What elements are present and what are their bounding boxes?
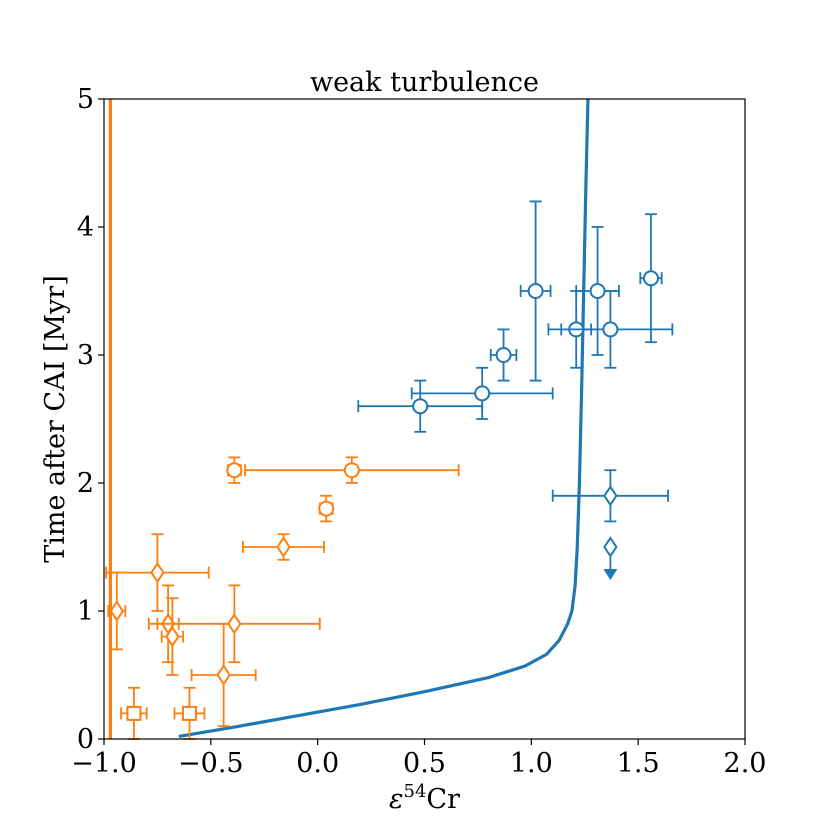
orange-squares-point bbox=[120, 686, 148, 740]
square-marker bbox=[126, 705, 142, 721]
circle-marker bbox=[642, 270, 659, 287]
y-axis-ticks: 0 1 2 3 4 5 bbox=[77, 84, 104, 755]
x-tick-label: 0.0 bbox=[296, 748, 339, 779]
blue-model-curve bbox=[178, 99, 590, 739]
diamond-marker bbox=[603, 484, 618, 507]
orange-circles-point bbox=[244, 456, 460, 484]
upper-limit-arrow bbox=[603, 569, 618, 580]
y-tick-label: 2 bbox=[77, 468, 94, 499]
diamond-marker bbox=[227, 612, 242, 635]
x-tick-label: 1.0 bbox=[510, 748, 553, 779]
circle-marker bbox=[474, 385, 491, 402]
x-tick-label: 0.5 bbox=[403, 748, 446, 779]
circle-marker bbox=[589, 283, 606, 299]
circle-marker bbox=[495, 347, 512, 363]
blue-circles-point bbox=[547, 290, 674, 369]
orange-diamonds-point bbox=[190, 622, 257, 728]
diamond-marker bbox=[276, 536, 291, 558]
orange-diamonds-point bbox=[160, 597, 184, 676]
x-axis-ticks: −1.0 −0.5 0.0 0.5 1.0 1.5 2.0 bbox=[71, 739, 766, 779]
orange-circles-point bbox=[226, 456, 243, 484]
x-tick-label: 1.5 bbox=[617, 748, 660, 779]
blue-circles-point bbox=[410, 366, 554, 420]
orange-diamonds-point bbox=[241, 533, 325, 561]
x-axis-label: ε54Cr bbox=[389, 781, 460, 815]
orange-diamonds-point bbox=[105, 533, 210, 612]
blue-diamonds-point bbox=[551, 469, 669, 523]
x-tick-label: −1.0 bbox=[71, 748, 137, 779]
plot-content bbox=[108, 99, 590, 739]
x-tick-label: 2.0 bbox=[724, 748, 767, 779]
diamond-marker bbox=[165, 625, 180, 648]
blue-circles-point bbox=[489, 328, 518, 382]
circle-marker bbox=[527, 283, 544, 299]
circle-marker bbox=[412, 398, 429, 415]
blue-diamonds-point bbox=[603, 536, 618, 580]
orange-squares-point bbox=[173, 686, 206, 740]
square-marker bbox=[181, 705, 197, 721]
diamond-marker bbox=[216, 664, 231, 686]
blue-circles-point bbox=[519, 200, 552, 382]
y-tick-label: 3 bbox=[77, 340, 94, 371]
diamond-marker bbox=[109, 600, 125, 622]
y-tick-label: 1 bbox=[77, 596, 94, 627]
chart-title: weak turbulence bbox=[310, 67, 539, 98]
circle-marker bbox=[226, 462, 243, 479]
diamond-marker bbox=[150, 561, 165, 584]
circle-marker bbox=[602, 321, 619, 338]
orange-diamonds-point bbox=[107, 571, 127, 651]
y-tick-label: 5 bbox=[77, 84, 94, 115]
blue-circles-point bbox=[639, 213, 663, 344]
orange-diamonds-point bbox=[147, 584, 321, 664]
circle-marker bbox=[318, 500, 335, 517]
circle-marker bbox=[343, 462, 360, 479]
y-tick-label: 0 bbox=[77, 724, 94, 755]
blue-circles-point bbox=[357, 379, 484, 433]
x-tick-label: −0.5 bbox=[178, 748, 244, 779]
orange-circles-point bbox=[318, 494, 335, 523]
diamond-marker bbox=[603, 536, 618, 558]
y-tick-label: 4 bbox=[77, 212, 94, 243]
y-axis-label: Time after CAI [Myr] bbox=[40, 275, 71, 563]
plot-frame bbox=[103, 98, 746, 740]
markers-layer bbox=[105, 200, 674, 740]
